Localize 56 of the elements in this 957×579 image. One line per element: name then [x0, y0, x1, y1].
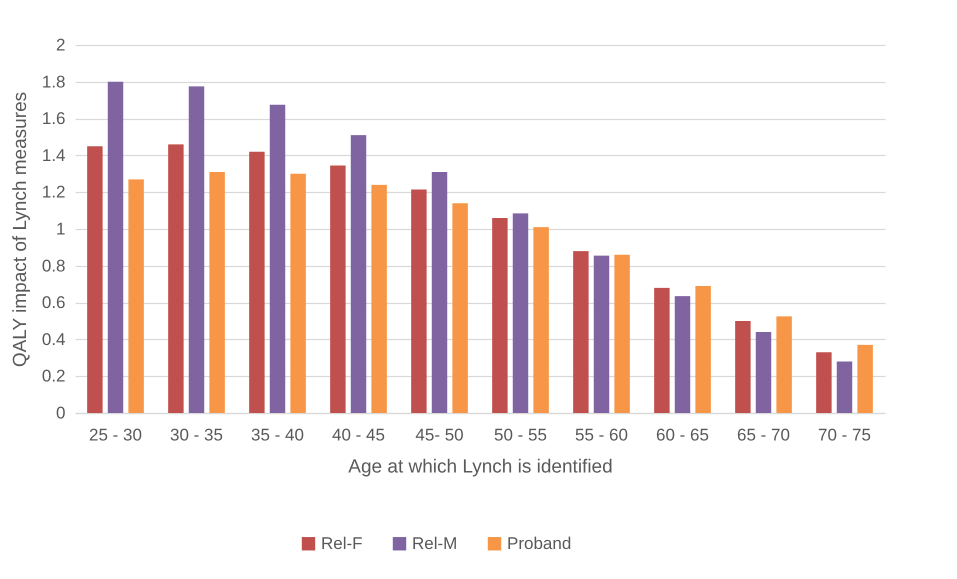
x-tick-label: 70 - 75 — [818, 426, 871, 444]
y-tick-label: 0.8 — [42, 256, 66, 276]
bar — [594, 256, 610, 413]
y-tick-label: 0.6 — [42, 293, 66, 312]
bar — [128, 179, 144, 413]
y-tick-label: 1 — [56, 220, 66, 238]
bar — [573, 251, 589, 413]
bar — [492, 218, 508, 413]
legend-label: Proband — [507, 534, 572, 553]
x-tick-label: 30 - 35 — [170, 426, 223, 444]
bar — [674, 296, 690, 413]
bar — [188, 86, 204, 413]
bar — [695, 286, 711, 413]
bar — [452, 203, 468, 413]
bar — [249, 152, 265, 413]
bar — [87, 146, 103, 413]
bar — [209, 172, 225, 413]
x-tick-label: 45- 50 — [415, 426, 464, 444]
y-tick-label: 1.6 — [42, 109, 66, 128]
y-tick-label: 1.8 — [42, 72, 66, 92]
bar — [108, 82, 124, 413]
bar — [614, 254, 630, 413]
x-tick-label: 55 - 60 — [575, 426, 628, 444]
y-tick-label: 0.4 — [42, 330, 66, 349]
x-tick-label: 40 - 45 — [332, 426, 385, 444]
x-tick-label: 25 - 30 — [89, 426, 142, 444]
bar — [330, 166, 346, 413]
bar — [756, 332, 772, 413]
y-tick-label: 0 — [56, 404, 66, 422]
bar — [533, 227, 549, 413]
x-tick-label: 50 - 55 — [494, 426, 547, 444]
y-tick-label: 0.2 — [42, 366, 66, 386]
bar — [168, 144, 184, 413]
bar — [816, 352, 832, 413]
bar — [411, 189, 427, 413]
y-axis-title: QALY impact of Lynch measures — [10, 92, 31, 368]
bar — [857, 344, 873, 413]
y-tick-label: 1.4 — [42, 146, 66, 165]
y-tick-label: 1.2 — [42, 182, 66, 202]
legend-label: Rel-F — [321, 534, 363, 553]
x-tick-label: 60 - 65 — [656, 426, 709, 444]
bar — [270, 104, 286, 413]
x-tick-label: 35 - 40 — [251, 426, 304, 444]
bar — [350, 135, 366, 413]
bar — [776, 316, 792, 413]
y-tick-label: 2 — [56, 36, 66, 54]
x-tick-label: 65 - 70 — [737, 426, 790, 444]
bar — [654, 288, 670, 413]
legend-label: Rel-M — [412, 534, 458, 553]
bar — [836, 361, 852, 413]
bar — [432, 172, 448, 413]
bar — [290, 174, 306, 413]
bar — [371, 184, 387, 413]
x-axis-title: Age at which Lynch is identified — [348, 456, 613, 478]
bar — [735, 321, 751, 413]
bar — [512, 213, 528, 413]
